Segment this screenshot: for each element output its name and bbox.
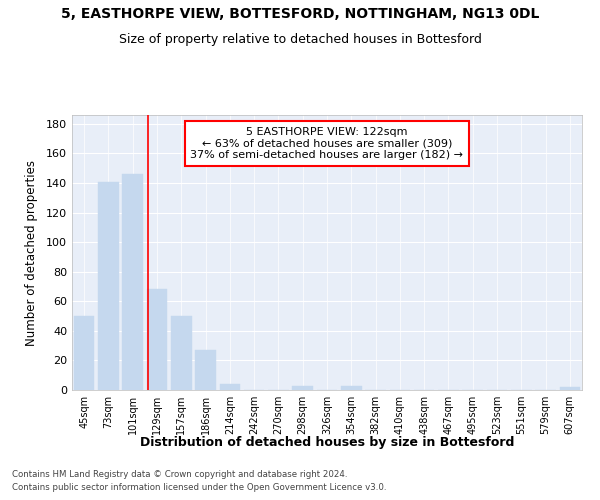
Bar — [560, 387, 580, 390]
Bar — [220, 384, 240, 390]
Bar — [171, 316, 191, 390]
Bar — [146, 290, 167, 390]
Text: Size of property relative to detached houses in Bottesford: Size of property relative to detached ho… — [119, 32, 481, 46]
Bar — [98, 182, 119, 390]
Text: Contains public sector information licensed under the Open Government Licence v3: Contains public sector information licen… — [12, 484, 386, 492]
Y-axis label: Number of detached properties: Number of detached properties — [25, 160, 38, 346]
Bar — [292, 386, 313, 390]
Bar — [74, 316, 94, 390]
Bar — [341, 386, 362, 390]
Bar — [195, 350, 216, 390]
Text: Distribution of detached houses by size in Bottesford: Distribution of detached houses by size … — [140, 436, 514, 449]
Text: 5 EASTHORPE VIEW: 122sqm
← 63% of detached houses are smaller (309)
37% of semi-: 5 EASTHORPE VIEW: 122sqm ← 63% of detach… — [191, 127, 464, 160]
Text: Contains HM Land Registry data © Crown copyright and database right 2024.: Contains HM Land Registry data © Crown c… — [12, 470, 347, 479]
Text: 5, EASTHORPE VIEW, BOTTESFORD, NOTTINGHAM, NG13 0DL: 5, EASTHORPE VIEW, BOTTESFORD, NOTTINGHA… — [61, 8, 539, 22]
Bar — [122, 174, 143, 390]
